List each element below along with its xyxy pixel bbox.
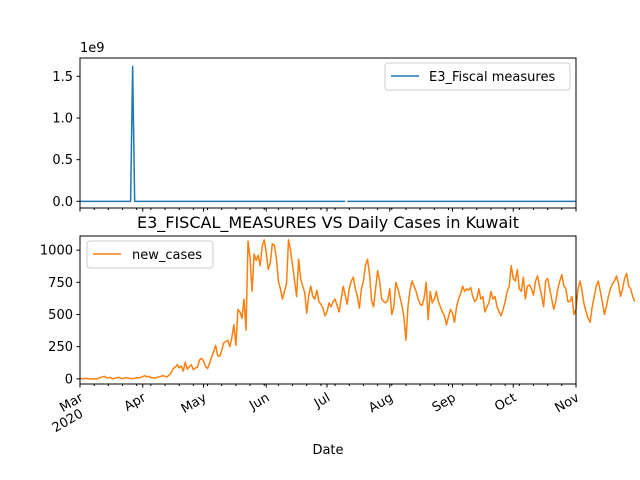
x-axis-label: Date [312, 443, 343, 458]
fiscal-measures-line [80, 65, 346, 203]
top-axes-frame [79, 57, 577, 209]
top-legend-label: E3_Fiscal measures [429, 70, 555, 85]
top-x-ticks [79, 208, 577, 212]
x-tick-label: Jul [311, 390, 333, 411]
top-y-tick-label: 0.0 [52, 195, 73, 210]
chart-title: E3_FISCAL_MEASURES VS Daily Cases in Kuw… [137, 213, 519, 233]
bottom-axes-frame [79, 235, 577, 385]
bottom-legend-box [86, 240, 214, 269]
bottom-y-tick-label: 250 [48, 340, 73, 355]
top-axes: 0.0 0.5 1.0 1.5 1e9 E3_Fiscal measures [52, 41, 577, 212]
bottom-y-tick-label: 750 [48, 276, 73, 291]
top-y-offset-label: 1e9 [80, 41, 105, 56]
top-plot-area [80, 65, 576, 203]
bottom-y-tick-label: 500 [48, 308, 73, 323]
new-cases-line [79, 239, 636, 380]
top-y-ticks: 0.0 0.5 1.0 1.5 [52, 70, 80, 210]
top-y-tick-label: 1.0 [52, 112, 73, 127]
top-y-tick-label: 0.5 [52, 153, 73, 168]
bottom-y-tick-label: 1000 [40, 244, 73, 259]
top-legend-box [384, 62, 571, 91]
top-legend: E3_Fiscal measures [384, 62, 571, 91]
top-y-tick-label: 1.5 [52, 70, 73, 85]
bottom-y-tick-label: 0 [65, 372, 73, 387]
bottom-legend: new_cases [86, 240, 214, 269]
bottom-legend-label: new_cases [132, 248, 202, 263]
bottom-y-ticks: 0 250 500 750 1000 [40, 244, 80, 387]
bottom-plot-area [79, 239, 636, 380]
